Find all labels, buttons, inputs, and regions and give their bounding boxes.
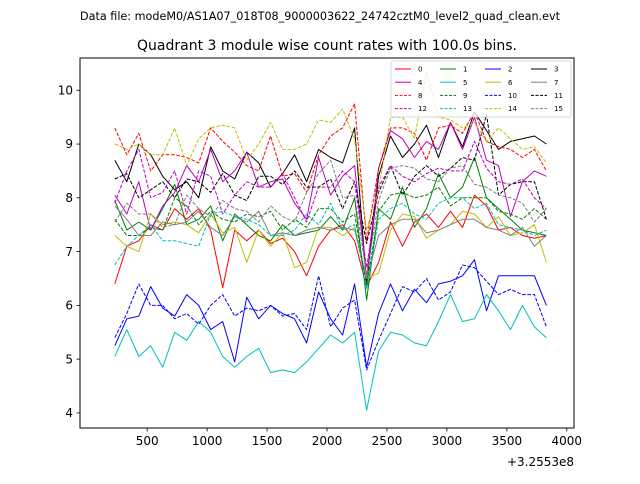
legend-label-15: 15 [554, 105, 563, 113]
legend-label-10: 10 [508, 92, 517, 100]
legend-frame [390, 60, 572, 118]
series-layer [114, 70, 547, 411]
series-line-12 [114, 140, 547, 269]
legend-label-0: 0 [418, 66, 422, 74]
x-tick-label-500: 500 [136, 434, 159, 448]
series-line-11 [114, 114, 547, 244]
series-line-6 [114, 210, 547, 279]
legend-label-2: 2 [508, 66, 512, 74]
x-axis-ticks: 500 1000 1500 2000 2500 3000 3500 4000 [136, 428, 582, 448]
x-axis-offset-label: +3.2553e8 [507, 455, 574, 469]
series-line-13 [114, 197, 547, 290]
series-line-15 [114, 159, 547, 277]
series-line-8 [114, 103, 547, 242]
x-tick-label-4000: 4000 [552, 434, 583, 448]
series-line-14 [114, 70, 547, 231]
legend-label-13: 13 [463, 105, 472, 113]
y-tick-label-8: 8 [65, 191, 73, 205]
series-line-2 [114, 259, 547, 368]
x-tick-label-2000: 2000 [312, 434, 343, 448]
x-tick-label-1500: 1500 [252, 434, 283, 448]
y-tick-label-5: 5 [65, 352, 73, 366]
legend-label-4: 4 [418, 79, 423, 87]
y-axis-ticks: 4 5 6 7 8 9 10 [58, 83, 80, 420]
legend-label-14: 14 [508, 105, 517, 113]
x-tick-label-2500: 2500 [372, 434, 403, 448]
y-tick-label-4: 4 [65, 406, 73, 420]
series-line-5 [114, 294, 547, 411]
y-tick-label-9: 9 [65, 137, 73, 151]
legend-label-11: 11 [554, 92, 563, 100]
series-line-7 [114, 205, 547, 279]
y-tick-label-6: 6 [65, 299, 73, 313]
x-tick-label-1000: 1000 [192, 434, 223, 448]
legend-label-3: 3 [554, 66, 558, 74]
series-line-9 [114, 186, 547, 288]
legend-label-12: 12 [418, 105, 427, 113]
legend-label-1: 1 [463, 66, 467, 74]
y-tick-label-10: 10 [58, 83, 73, 97]
x-tick-label-3000: 3000 [432, 434, 463, 448]
chart-title: Quadrant 3 module wise count rates with … [137, 38, 517, 54]
legend-label-6: 6 [508, 79, 513, 87]
plot-area: 500 1000 1500 2000 2500 3000 3500 4000 45678910… [58, 57, 582, 469]
legend-label-8: 8 [418, 92, 422, 100]
legend-label-7: 7 [554, 79, 558, 87]
series-line-10 [114, 264, 547, 371]
x-tick-label-3500: 3500 [492, 434, 523, 448]
legend-label-9: 9 [463, 92, 467, 100]
data-file-suptitle: Data file: modeM0/AS1A07_018T08_90000036… [80, 10, 561, 23]
legend-label-5: 5 [463, 79, 467, 87]
y-tick-label-7: 7 [65, 245, 73, 259]
